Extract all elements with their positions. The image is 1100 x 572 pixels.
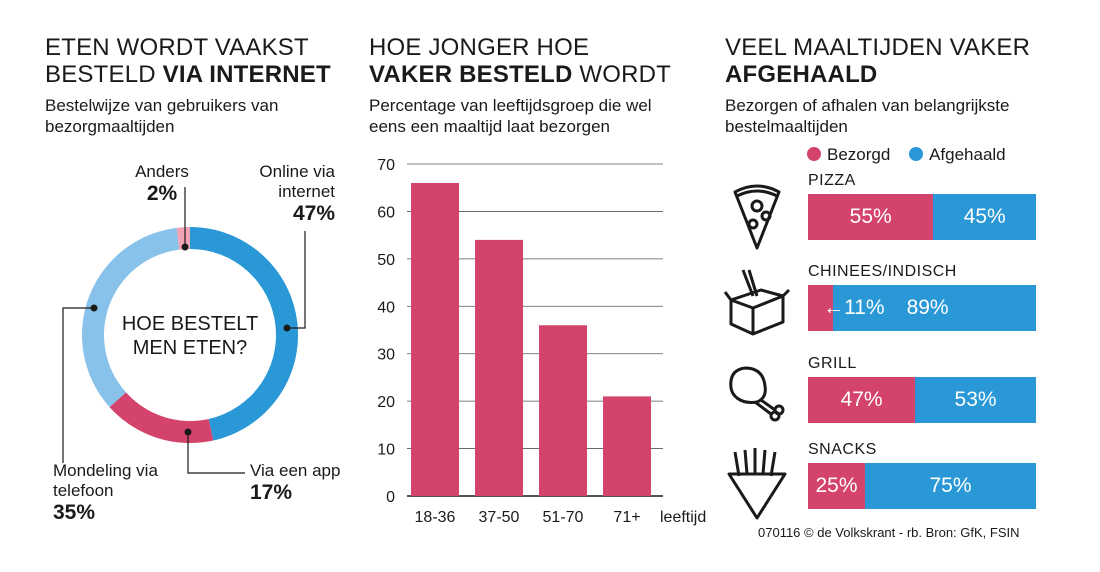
segment-label-bezorgd: 55% [849,205,892,228]
row-label: PIZZA [808,172,856,189]
donut-center-label: HOE BESTELT MEN ETEN? [121,313,259,359]
takeaway-box-icon [723,269,791,336]
leader-telefoon [62,307,94,463]
dot-telefoon [90,304,98,312]
bar-panel: HOE JONGER HOE VAKER BESTELD WORDT Percen… [355,0,725,572]
y-tick-label: 20 [377,394,395,411]
segment-afgehaald: 45% [933,194,1036,240]
bar-title: HOE JONGER HOE VAKER BESTELD WORDT [369,34,672,88]
segment-label-afgehaald: 45% [963,205,1006,228]
bar-71+ [603,396,651,496]
stacked-bar-row: 25% 75% [808,463,1036,509]
pizza-icon [733,184,781,250]
y-tick-label: 0 [386,489,395,506]
chicken-leg-icon [729,366,785,422]
legend-bezorgd: Bezorgd [807,145,890,165]
stacked-panel: VEEL MAALTIJDEN VAKER AFGEHAALD Bezorgen … [723,0,1100,572]
segment-label-afgehaald: 53% [954,388,997,411]
row-label: CHINEES/INDISCH [808,263,957,280]
bar-subtitle: Percentage van leeftijdsgroep die wel ee… [369,96,652,136]
stacked-bar-row: 47% 53% [808,377,1036,423]
stacked-subtitle: Bezorgen of afhalen van belangrijkste be… [725,96,1010,136]
stacked-title: VEEL MAALTIJDEN VAKER AFGEHAALD [725,34,1031,88]
stacked-bar-row: 55% 45% [808,194,1036,240]
row-label: SNACKS [808,441,877,458]
legend-afgehaald: Afgehaald [909,145,1006,165]
donut-slice-app [109,392,214,443]
dot-app [184,428,192,436]
segment-afgehaald: ←11% 89% [823,285,1036,331]
y-tick-label: 40 [377,299,395,316]
segment-afgehaald: 53% [915,377,1036,423]
leader-app [187,432,245,474]
stacked-bar-row: ←11% 89% [808,285,1036,331]
age-bar-chart: 0 10 20 30 40 50 60 70 18-36 37-50 51-70 71+ leeftij… [377,157,706,526]
segment-label-bezorgd: 25% [815,474,858,497]
y-tick-label: 50 [377,252,395,269]
fries-icon [727,448,787,520]
y-tick-label: 60 [377,204,395,221]
source-credit: 070116 © de Volkskrant - rb. Bron: GfK, … [758,525,1020,540]
callout-telefoon: Mondeling via telefoon 35% [53,461,178,525]
y-tick-label: 70 [377,157,395,174]
segment-afgehaald: 75% [865,463,1036,509]
segment-label-bezorgd: ←11% [823,296,885,319]
segment-bezorgd [808,285,834,331]
bar-18-36 [411,182,459,496]
label-telefoon: Mondeling via telefoon [53,461,158,500]
callout-online: Online via internet 47% [240,162,335,226]
x-tick-label: 71+ [613,509,640,526]
dot-anders [181,243,189,251]
bar-51-70 [539,325,587,496]
x-tick-label: 18-36 [415,509,456,526]
leader-online [287,231,306,329]
donut-title: ETEN WORDT VAAKST BESTELD VIA INTERNET [45,34,331,88]
callout-anders: Anders 2% [132,162,192,206]
segment-label-bezorgd: 47% [840,388,883,411]
donut-chart [62,187,306,474]
x-tick-label: 51-70 [543,509,584,526]
donut-panel: ETEN WORDT VAAKST BESTELD VIA INTERNET B… [0,0,355,572]
dot-online [283,324,291,332]
pct-anders: 2% [146,182,178,205]
pct-online: 47% [292,202,335,225]
stacked-legend: Bezorgd Afgehaald [807,145,1020,165]
donut-subtitle: Bestelwijze van gebruikers van bezorgmaa… [45,96,279,136]
segment-label-afgehaald: 75% [929,474,972,497]
pct-app: 17% [250,481,293,504]
donut-slice-telefoon [82,227,180,408]
bar-37-50 [475,239,523,496]
segment-label-afgehaald: 89% [906,296,949,319]
x-axis-label: leeftijd [660,509,706,526]
callout-app: Via een app 17% [250,461,355,505]
label-app: Via een app [250,461,341,480]
x-tick-label: 37-50 [479,509,520,526]
donut-slice-online [190,227,298,441]
y-tick-label: 10 [377,442,395,459]
segment-bezorgd: 55% [808,194,934,240]
segment-bezorgd: 25% [808,463,865,509]
segment-bezorgd: 47% [808,377,916,423]
y-tick-label: 30 [377,347,395,364]
pct-telefoon: 35% [53,501,96,524]
label-online: Online via internet [259,162,335,201]
row-label: GRILL [808,355,857,372]
label-anders: Anders [135,162,189,181]
